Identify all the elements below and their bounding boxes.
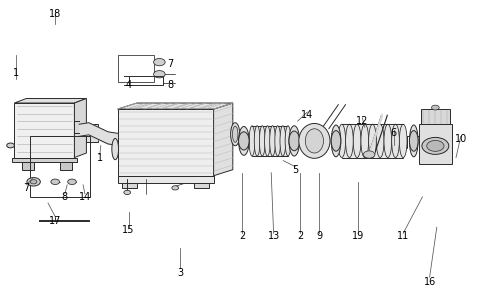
Circle shape [124,190,131,195]
Text: 10: 10 [455,134,467,145]
Text: 18: 18 [49,8,61,19]
Polygon shape [118,176,214,183]
Ellipse shape [331,125,341,157]
Text: 19: 19 [351,231,364,241]
Polygon shape [194,183,209,188]
Ellipse shape [409,131,418,151]
Circle shape [154,71,165,78]
Ellipse shape [280,126,286,156]
Polygon shape [118,103,233,109]
Circle shape [172,186,179,190]
Ellipse shape [299,123,330,158]
Polygon shape [14,103,74,158]
Ellipse shape [331,131,341,151]
Text: 17: 17 [49,216,61,226]
Text: 1: 1 [13,68,19,78]
Ellipse shape [409,125,418,157]
Text: 12: 12 [356,116,369,126]
Ellipse shape [112,138,119,160]
Circle shape [27,178,40,186]
Text: 3: 3 [177,268,183,278]
Text: 8: 8 [168,80,173,90]
Ellipse shape [232,126,238,142]
Ellipse shape [376,124,384,158]
Ellipse shape [254,126,260,156]
Text: 4: 4 [126,80,132,90]
Text: 2: 2 [239,231,246,241]
Text: 7: 7 [23,183,30,193]
Ellipse shape [338,124,346,158]
Polygon shape [14,98,86,103]
Circle shape [51,179,60,185]
Ellipse shape [289,131,300,151]
Text: 16: 16 [423,277,436,287]
Text: 13: 13 [267,231,280,241]
Text: 8: 8 [62,192,68,202]
Circle shape [422,137,449,154]
Text: 11: 11 [397,231,409,241]
Ellipse shape [353,124,361,158]
Circle shape [427,140,444,151]
Polygon shape [214,103,233,176]
Polygon shape [122,183,137,188]
Text: 1: 1 [97,152,103,163]
Polygon shape [421,109,450,124]
Polygon shape [22,162,34,170]
Ellipse shape [289,126,300,156]
Circle shape [432,105,439,110]
Text: 9: 9 [316,231,322,241]
Polygon shape [60,162,72,170]
Ellipse shape [239,132,249,150]
Ellipse shape [239,126,249,155]
Ellipse shape [249,126,255,156]
Circle shape [363,151,375,158]
Text: 6: 6 [391,128,396,138]
Bar [30,136,90,197]
Ellipse shape [275,126,281,156]
Ellipse shape [346,124,353,158]
Polygon shape [419,124,452,164]
Ellipse shape [369,124,376,158]
Ellipse shape [384,124,392,158]
Ellipse shape [259,126,265,156]
Ellipse shape [392,124,399,158]
Ellipse shape [361,124,369,158]
Circle shape [154,58,165,66]
Circle shape [30,180,37,184]
Polygon shape [86,124,98,142]
Ellipse shape [230,123,240,146]
Text: 7: 7 [167,58,174,69]
Ellipse shape [305,129,324,153]
Ellipse shape [270,126,276,156]
Ellipse shape [264,126,270,156]
Bar [118,55,154,82]
Circle shape [68,179,76,185]
Text: 14: 14 [301,110,313,120]
Text: 15: 15 [122,225,135,235]
Text: 14: 14 [79,192,91,202]
Ellipse shape [285,126,291,156]
Ellipse shape [399,124,407,158]
Text: 2: 2 [297,231,303,241]
Polygon shape [118,109,214,176]
Circle shape [7,143,14,148]
Polygon shape [12,158,77,162]
Text: 5: 5 [292,165,299,175]
Polygon shape [74,98,86,158]
